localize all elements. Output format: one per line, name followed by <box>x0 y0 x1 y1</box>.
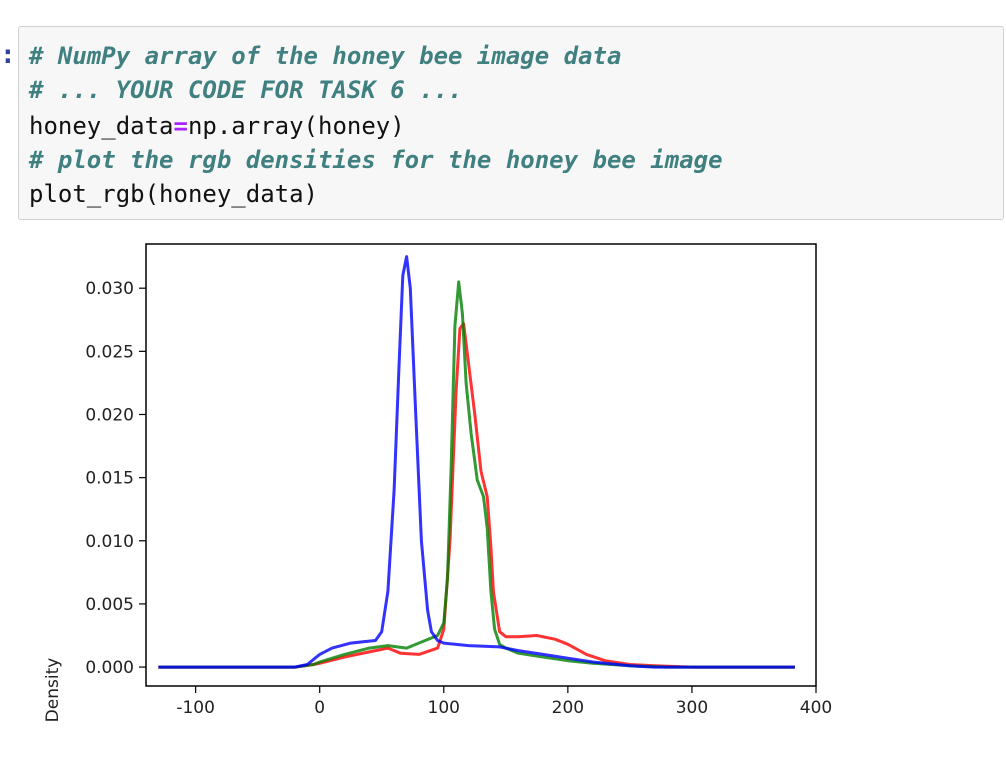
cell-prompt: : <box>0 40 16 70</box>
x-tick-label: 400 <box>800 698 832 718</box>
y-tick-label: 0.030 <box>85 279 134 299</box>
code-expression: np.array(honey) <box>187 112 405 140</box>
code-comment-line: # ... YOUR CODE FOR TASK 6 ... <box>29 76 463 104</box>
density-line-1 <box>158 280 795 669</box>
y-axis: 0.000 0.005 0.010 0.015 0.020 0.025 0.030 <box>85 279 146 678</box>
y-tick-label: 0.025 <box>85 342 134 362</box>
x-tick-label: 300 <box>676 698 708 718</box>
plot-frame <box>145 243 817 687</box>
x-tick-label: -100 <box>176 698 215 718</box>
y-tick-label: 0.005 <box>85 595 134 615</box>
density-chart: -100 0 100 200 300 400 0.0000.0050.0100.0150.… <box>43 243 832 723</box>
code-variable: honey_data <box>29 112 174 140</box>
code-operator: = <box>173 112 188 140</box>
code-cell-input[interactable]: # NumPy array of the honey bee image dat… <box>18 26 1004 220</box>
series-layer <box>158 255 795 669</box>
y-tick-label: 0.000 <box>85 658 134 678</box>
y-tick-label: 0.010 <box>85 532 134 552</box>
code-call-line: plot_rgb(honey_data) <box>29 180 318 208</box>
plot-output: -100 0 100 200 300 400 0.000 0.005 0.010 0.015 0.… <box>0 220 1006 765</box>
x-tick-label: 100 <box>428 698 460 718</box>
y-tick-label: 0.015 <box>85 469 134 489</box>
density-line-2 <box>158 255 795 669</box>
code-comment-line: # plot the rgb densities for the honey b… <box>29 146 723 174</box>
x-tick-label: 0 <box>314 698 325 718</box>
code-assignment-line: honey_data=np.array(honey) <box>29 109 405 143</box>
density-line-0 <box>158 322 795 669</box>
y-tick-label: 0.020 <box>85 405 134 425</box>
code-comment-line: # NumPy array of the honey bee image dat… <box>29 42 622 70</box>
x-tick-label: 200 <box>552 698 584 718</box>
x-axis: -100 0 100 200 300 400 <box>176 686 832 718</box>
y-axis-label: Density <box>43 658 63 723</box>
